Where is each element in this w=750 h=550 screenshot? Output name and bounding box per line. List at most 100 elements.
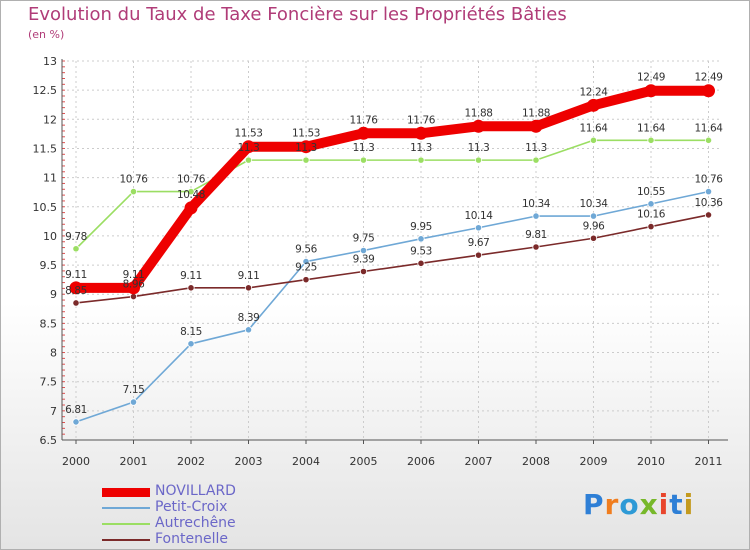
x-tick-label: 2000	[62, 455, 90, 468]
series-line-novillard	[71, 85, 714, 293]
y-tick-label: 10.5	[33, 201, 58, 214]
data-label-petit-croix: 7.15	[123, 384, 145, 396]
data-label-petit-croix: 10.76	[694, 174, 723, 186]
y-tick-label: 12	[43, 113, 57, 126]
series-line-autrech-ne	[75, 139, 710, 250]
data-point-novillard	[242, 140, 255, 154]
data-point-novillard	[702, 84, 715, 98]
data-point-autrech-ne	[359, 156, 368, 164]
data-label-petit-croix: 8.39	[238, 312, 260, 324]
data-label-petit-croix: 8.15	[180, 326, 202, 338]
x-tick-label: 2011	[695, 455, 723, 468]
data-label-petit-croix: 9.75	[353, 233, 375, 245]
data-point-autrech-ne	[302, 156, 310, 164]
legend-item-autrechene[interactable]: Autrechêne	[102, 515, 302, 532]
data-point-petit-croix	[359, 246, 368, 255]
data-point-novillard	[357, 126, 370, 140]
x-tick-label: 2010	[637, 455, 665, 468]
legend-label-autrechene: Autrechêne	[155, 515, 236, 531]
data-label-petit-croix: 10.55	[637, 186, 665, 198]
data-label-novillard: 11.53	[234, 128, 262, 140]
y-tick-label: 9.5	[40, 259, 58, 272]
legend-item-petit-croix[interactable]: Petit-Croix	[102, 499, 302, 516]
proxiti-logo[interactable]: Proxiti	[583, 488, 694, 521]
chart-subtitle: (en %)	[28, 28, 65, 41]
x-tick-label: 2001	[120, 455, 148, 468]
data-point-petit-croix	[187, 340, 195, 348]
data-point-fontenelle	[589, 234, 598, 242]
data-label-autrech-ne: 11.3	[353, 142, 375, 154]
data-label-autrech-ne: 10.76	[119, 174, 148, 186]
legend-item-novillard[interactable]: NOVILLARD	[102, 483, 302, 500]
x-tick-label: 2008	[522, 455, 550, 468]
data-label-autrech-ne: 11.64	[637, 122, 666, 134]
y-tick-label: 6.5	[40, 434, 58, 447]
data-point-novillard	[184, 201, 198, 215]
data-label-fontenelle: 10.36	[694, 197, 723, 209]
data-point-fontenelle	[302, 276, 310, 284]
data-point-autrech-ne	[187, 188, 195, 196]
legend-label-fontenelle: Fontenelle	[155, 531, 228, 547]
data-label-petit-croix: 9.95	[410, 221, 432, 233]
data-point-fontenelle	[359, 267, 368, 276]
data-point-fontenelle	[647, 222, 655, 231]
series-layer	[69, 84, 715, 426]
data-label-novillard: 11.76	[407, 114, 436, 126]
data-point-petit-croix	[474, 224, 483, 232]
data-label-novillard: 11.88	[464, 107, 492, 119]
data-point-autrech-ne	[532, 156, 540, 164]
legend-swatch-autrechene	[102, 523, 150, 525]
y-tick-label: 8	[50, 347, 57, 360]
data-point-autrech-ne	[72, 245, 80, 253]
data-label-autrech-ne: 11.3	[410, 142, 432, 154]
data-point-novillard	[472, 119, 485, 133]
data-label-fontenelle: 8.85	[65, 285, 87, 297]
data-label-autrech-ne: 11.3	[525, 142, 547, 154]
data-point-fontenelle	[129, 292, 138, 301]
data-label-fontenelle: 9.39	[353, 253, 375, 265]
y-tick-label: 7.5	[40, 376, 58, 389]
y-tick-label: 11.5	[33, 142, 58, 155]
y-tick-label: 11	[43, 172, 57, 185]
y-tick-label: 12.5	[33, 84, 58, 97]
data-label-fontenelle: 9.81	[525, 229, 547, 241]
data-label-novillard: 10.48	[177, 189, 205, 201]
data-point-fontenelle	[187, 284, 195, 292]
data-label-novillard: 12.49	[694, 72, 722, 84]
data-label-fontenelle: 9.11	[238, 270, 260, 282]
data-point-autrech-ne	[704, 136, 713, 144]
data-label-novillard: 11.53	[292, 128, 320, 140]
data-label-petit-croix: 10.34	[522, 198, 551, 210]
x-tick-label: 2004	[292, 455, 320, 468]
x-tick-label: 2007	[465, 455, 493, 468]
data-labels: 6.81 7.15 8.15 8.39 9.56 9.75 9.95 10.14 10.34 10…	[65, 72, 724, 416]
data-label-novillard: 12.49	[637, 72, 665, 84]
data-label-fontenelle: 9.11	[180, 270, 202, 282]
x-tick-label: 2005	[350, 455, 378, 468]
data-point-novillard	[644, 84, 658, 98]
data-point-petit-croix	[704, 188, 713, 196]
data-point-novillard	[127, 281, 140, 295]
data-label-fontenelle: 8.96	[123, 279, 145, 291]
data-label-novillard: 9.11	[123, 269, 145, 281]
data-label-fontenelle: 9.25	[295, 262, 317, 274]
data-point-petit-croix	[532, 212, 540, 220]
data-label-novillard: 11.88	[522, 107, 550, 119]
logo-letter: i	[658, 488, 670, 521]
x-tick-label: 2006	[407, 455, 435, 468]
data-label-autrech-ne: 9.78	[65, 231, 87, 243]
data-label-novillard: 9.11	[65, 269, 87, 281]
data-point-autrech-ne	[417, 156, 425, 164]
data-label-autrech-ne: 11.3	[468, 142, 490, 154]
data-point-fontenelle	[244, 284, 253, 292]
y-tick-label: 7	[50, 405, 57, 418]
x-tick-label: 2009	[580, 455, 608, 468]
data-point-petit-croix	[647, 200, 655, 208]
y-tick-label: 13	[43, 55, 57, 68]
legend-item-fontenelle[interactable]: Fontenelle	[102, 531, 302, 548]
legend: NOVILLARD Petit-Croix Autrechêne Fontene…	[102, 483, 302, 548]
logo-letter: r	[604, 488, 620, 521]
data-point-novillard	[587, 98, 600, 112]
data-point-autrech-ne	[244, 156, 253, 164]
